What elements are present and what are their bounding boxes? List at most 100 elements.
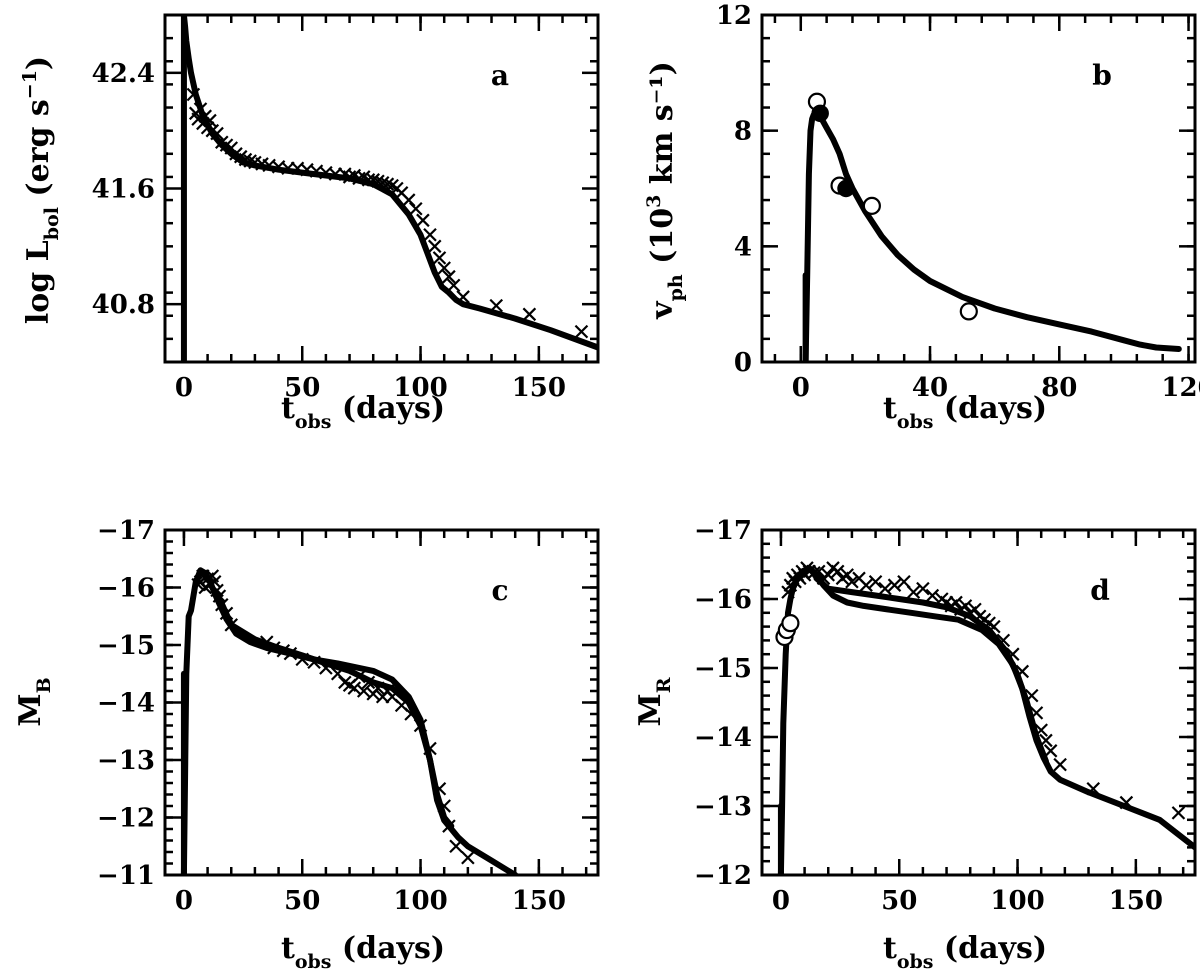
panel-d-data-point	[958, 599, 973, 613]
panel-a-data-point	[375, 175, 390, 190]
panel-c-cross-stroke	[361, 675, 376, 690]
panel-d-data-point	[845, 574, 859, 589]
panel-a-data-point	[446, 278, 461, 293]
panel-c-cross-stroke	[224, 618, 239, 632]
panel-d-frame	[760, 528, 1197, 877]
panel-c-cross-stroke	[449, 839, 463, 854]
panel-a-data-point	[489, 298, 504, 313]
panel-c-cross-stroke	[215, 597, 229, 612]
panel-d-cross-stroke	[897, 574, 911, 589]
panel-c-cross-stroke	[413, 718, 428, 733]
panel-d-data-point	[1043, 744, 1058, 758]
panel-a-ylabel-pre: log L	[21, 240, 56, 324]
panel-a-cross-stroke	[423, 227, 437, 242]
panel-d-data-point	[1024, 688, 1039, 703]
panel-a-data-point	[243, 154, 257, 168]
panel-d-cross-stroke	[1029, 706, 1044, 720]
panel-c-data-point	[207, 574, 222, 589]
panel-b-ylabel: vph (103 km s⁻¹)	[643, 61, 687, 320]
panel-d: 0 50 100 150 −12 −13 −14 −15 −16 −17 d tobs (days…	[633, 516, 1197, 973]
panel-d-data-point	[807, 566, 821, 580]
panel-d-xlabel-main: t	[883, 931, 897, 966]
panel-a-cross-stroke	[385, 178, 399, 193]
panel-a-cross-stroke	[375, 175, 390, 190]
panel-c-data-point	[267, 641, 281, 655]
panel-d-data-point	[1053, 757, 1067, 772]
panel-d-cross-stroke	[830, 564, 845, 579]
panel-c-cross-stroke	[207, 574, 222, 589]
panel-b-filled-circle-point	[837, 179, 855, 198]
panel-a-cross-stroke	[243, 154, 257, 168]
panel-c-xlabel-rest: (days)	[331, 931, 445, 966]
panel-a-xlabel-sub: obs	[295, 411, 332, 433]
panel-d-cross-stroke	[852, 571, 866, 586]
panel-b-open-circle-point	[862, 196, 881, 215]
panel-c-data-point	[423, 741, 437, 756]
panel-c-cross-stroke	[352, 669, 366, 684]
panel-a-ylabel-sup: −1	[19, 70, 41, 99]
panel-d-xtick-label-2: 100	[990, 886, 1044, 916]
panel-c-data-point	[371, 681, 385, 695]
panel-a-data-point	[380, 177, 395, 191]
panel-d-ylabel-pre: M	[633, 693, 668, 726]
panel-d-cross-stroke	[1034, 723, 1048, 737]
panel-a-xtick-label-3: 150	[512, 373, 566, 403]
panel-d-cross-stroke	[807, 566, 821, 580]
panel-d-ticks: 0 50 100 150 −12 −13 −14 −15 −16 −17	[694, 516, 1195, 916]
panel-c-data-point	[437, 799, 451, 813]
panel-d-cross-stroke	[1039, 733, 1053, 748]
panel-a-data-point	[203, 113, 217, 128]
panel-d-cross-stroke	[1086, 781, 1101, 796]
panel-a-cross-stroke	[489, 298, 504, 313]
panel-b-xtick-label-2: 80	[1041, 373, 1077, 403]
panel-c-data-point	[442, 819, 456, 833]
panel-c-data-point	[461, 850, 475, 865]
panel-d-xlabel-rest: (days)	[933, 931, 1047, 966]
panel-a-data-point	[186, 87, 201, 102]
panel-b-xlabel: tobs (days)	[883, 391, 1047, 433]
panel-c-data-point	[295, 652, 310, 667]
panel-a-cross-stroke	[522, 307, 537, 322]
panel-c-ytick-label-4: −15	[97, 631, 155, 661]
panel-d-model-line	[777, 565, 1195, 875]
panel-c-cross-stroke	[307, 655, 321, 670]
panel-a-cross-stroke	[238, 152, 253, 167]
panel-a-data-point	[456, 290, 470, 304]
panel-b-open-circle-point	[959, 302, 978, 321]
panel-a-ytick-label-2: 42.4	[92, 59, 155, 89]
panel-a-cross-stroke	[205, 123, 220, 138]
panel-d-data-point	[996, 633, 1011, 648]
panel-b-model-line	[802, 110, 1182, 362]
panel-c-data-point	[413, 718, 428, 733]
panel-a-cross-stroke	[366, 173, 380, 187]
panel-b-frame	[760, 13, 1197, 364]
panel-a-cross-stroke	[255, 157, 269, 171]
panel-c-cross-stroke	[394, 698, 409, 713]
panel-a-cross-stroke	[409, 201, 423, 216]
panel-d-data-point	[1034, 723, 1048, 737]
panel-c-ytick-label-5: −16	[97, 574, 155, 604]
panel-c-cross-stroke	[212, 589, 227, 603]
panel-c-cross-stroke	[385, 689, 399, 704]
panel-c-cross-stroke	[404, 707, 418, 721]
panel-a-cross-stroke	[427, 239, 442, 254]
panel-c-data-point	[449, 839, 463, 854]
panel-a-data-point	[210, 126, 224, 141]
panel-d-xtick-label-3: 150	[1109, 886, 1163, 916]
panel-b-xtick-label-0: 0	[792, 373, 810, 403]
panel-d-data-point	[949, 595, 963, 610]
panel-d-cross-stroke	[845, 574, 859, 589]
panel-b-ytick-label-0: 0	[734, 348, 752, 378]
panel-b-xlabel-main: t	[883, 391, 897, 426]
panel-c-ytick-label-1: −12	[97, 804, 155, 834]
panel-d-xtick-label-1: 50	[881, 886, 917, 916]
panel-d-cross-stroke	[987, 619, 1001, 634]
panel-c-model-line	[180, 567, 519, 875]
panel-c-xlabel-main: t	[281, 931, 295, 966]
panel-c-cross-stroke	[371, 681, 385, 695]
panel-a-cross-stroke	[186, 87, 201, 102]
panel-c-data-point	[215, 597, 229, 612]
panel-b-ylabel-sup: 3	[643, 195, 665, 208]
panel-b-ylabel-pre: v	[645, 300, 680, 320]
panel-b-ytick-label-1: 4	[734, 232, 752, 262]
